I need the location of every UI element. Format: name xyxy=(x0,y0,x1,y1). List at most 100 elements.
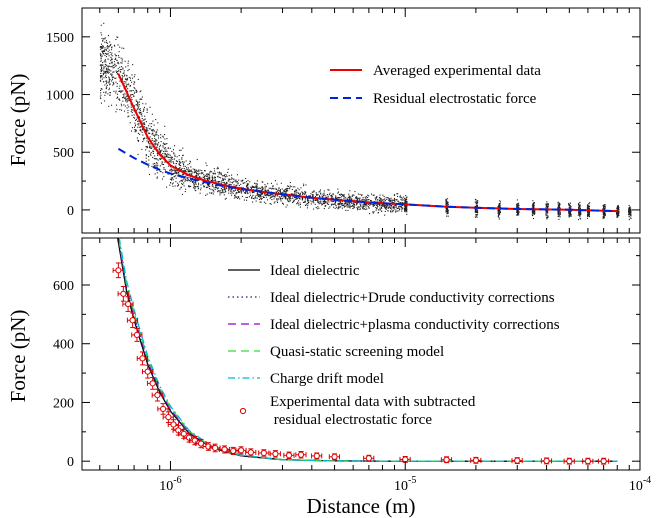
scatter-point xyxy=(569,215,571,217)
scatter-point xyxy=(588,208,590,210)
scatter-point xyxy=(121,66,123,68)
scatter-point xyxy=(152,120,154,122)
scatter-point xyxy=(245,186,247,188)
scatter-point xyxy=(546,201,548,203)
scatter-point xyxy=(499,214,501,216)
scatter-point xyxy=(580,212,582,214)
scatter-point xyxy=(169,178,171,180)
scatter-point xyxy=(227,180,229,182)
scatter-point xyxy=(147,127,149,129)
scatter-point xyxy=(120,69,122,71)
scatter-point xyxy=(533,202,535,204)
scatter-point xyxy=(148,165,150,167)
scatter-point xyxy=(149,136,151,138)
scatter-point xyxy=(229,179,231,181)
scatter-point xyxy=(570,210,572,212)
scatter-point xyxy=(108,68,110,70)
scatter-point xyxy=(568,211,570,213)
scatter-point xyxy=(138,111,140,113)
scatter-point xyxy=(380,200,382,202)
scatter-point xyxy=(341,201,343,203)
scatter-point xyxy=(382,205,384,207)
scatter-point xyxy=(208,188,210,190)
scatter-point xyxy=(587,211,589,213)
scatter-point xyxy=(628,210,630,212)
scatter-point xyxy=(350,202,352,204)
scatter-point xyxy=(220,192,222,194)
scatter-point xyxy=(354,204,356,206)
scatter-point xyxy=(384,199,386,201)
scatter-point xyxy=(341,202,343,204)
scatter-point xyxy=(362,204,364,206)
scatter-point xyxy=(251,186,253,188)
scatter-point xyxy=(177,161,179,163)
legend-label: Ideal dielectric+Drude conductivity corr… xyxy=(270,290,555,306)
scatter-point xyxy=(105,91,107,93)
data-point xyxy=(189,436,201,446)
scatter-point xyxy=(334,201,336,203)
scatter-point xyxy=(190,180,192,182)
scatter-point xyxy=(319,190,321,192)
scatter-point xyxy=(175,163,177,165)
scatter-point xyxy=(276,198,278,200)
scatter-point xyxy=(629,211,631,213)
scatter-point xyxy=(616,216,618,218)
scatter-point xyxy=(204,178,206,180)
scatter-point xyxy=(447,212,449,214)
scatter-point xyxy=(195,182,197,184)
scatter-point xyxy=(299,204,301,206)
bottom-ylabel: Force (pN) xyxy=(6,310,30,403)
scatter-point xyxy=(475,215,477,217)
scatter-point xyxy=(282,203,284,205)
scatter-point xyxy=(368,207,370,209)
scatter-point xyxy=(299,193,301,195)
scatter-point xyxy=(391,199,393,201)
scatter-point xyxy=(160,137,162,139)
scatter-point xyxy=(373,211,375,213)
scatter-point xyxy=(178,155,180,157)
scatter-point xyxy=(586,208,588,210)
scatter-point xyxy=(517,210,519,212)
scatter-point xyxy=(157,143,159,145)
scatter-point xyxy=(220,183,222,185)
scatter-point xyxy=(533,205,535,207)
scatter-point xyxy=(100,102,102,104)
scatter-point xyxy=(155,144,157,146)
scatter-point xyxy=(213,191,215,193)
scatter-point xyxy=(107,45,109,47)
scatter-point xyxy=(558,213,560,215)
scatter-point xyxy=(532,207,534,209)
scatter-point xyxy=(357,202,359,204)
scatter-point xyxy=(296,196,298,198)
scatter-point xyxy=(383,206,385,208)
scatter-point xyxy=(157,154,159,156)
scatter-point xyxy=(254,186,256,188)
scatter-point xyxy=(224,173,226,175)
scatter-point xyxy=(372,194,374,196)
scatter-point xyxy=(348,202,350,204)
scatter-point xyxy=(628,208,630,210)
scatter-point xyxy=(148,159,150,161)
scatter-point xyxy=(105,70,107,72)
scatter-point xyxy=(183,178,185,180)
scatter-point xyxy=(210,192,212,194)
scatter-point xyxy=(359,198,361,200)
scatter-point xyxy=(99,53,101,55)
data-point xyxy=(122,296,134,312)
scatter-point xyxy=(199,176,201,178)
scatter-point xyxy=(238,196,240,198)
scatter-point xyxy=(291,193,293,195)
scatter-point xyxy=(405,208,407,210)
scatter-point xyxy=(248,196,250,198)
scatter-point xyxy=(133,92,135,94)
scatter-point xyxy=(106,81,108,83)
scatter-point xyxy=(178,173,180,175)
scatter-point xyxy=(209,185,211,187)
scatter-point xyxy=(203,186,205,188)
scatter-point xyxy=(273,195,275,197)
scatter-point xyxy=(239,190,241,192)
scatter-point xyxy=(100,88,102,90)
scatter-point xyxy=(388,206,390,208)
scatter-point xyxy=(164,147,166,149)
